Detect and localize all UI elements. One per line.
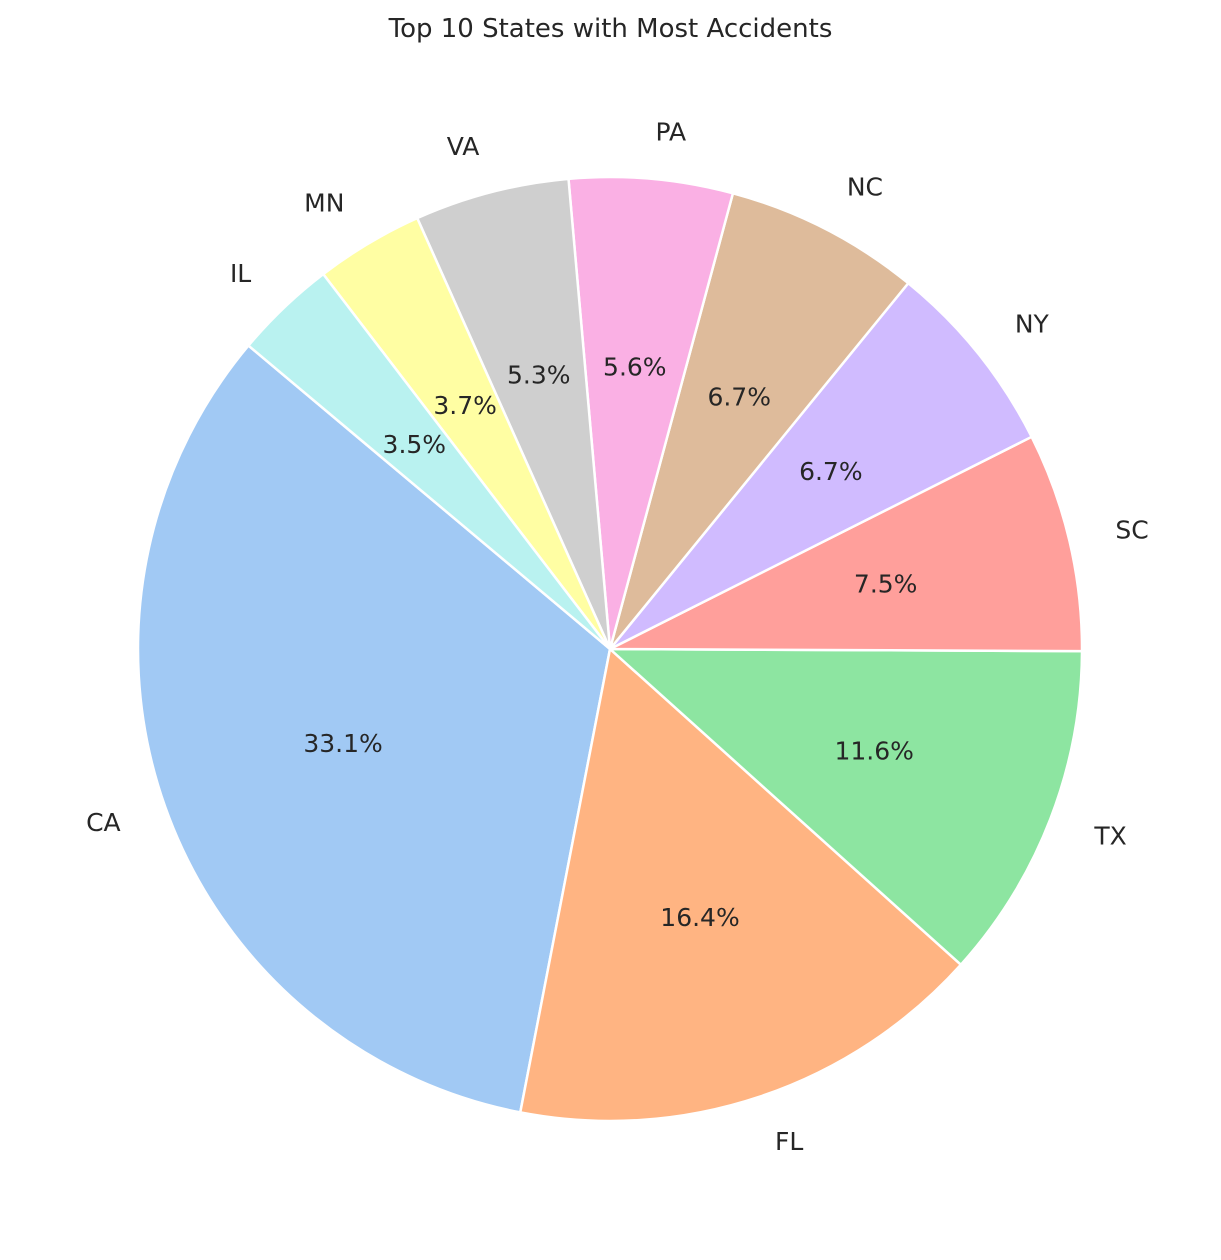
slice-label-fl: FL [775,1127,803,1156]
slice-label-nc: NC [847,172,883,201]
labels-layer: CA 33.1% FL 16.4% TX 11.6% SC 7.5% NY 6.7% NC 6.7% P… [86,117,1149,1155]
slice-label-mn: MN [304,188,344,217]
pie-slice-va [415,177,612,651]
pie-slice-pa [567,175,735,651]
pct-label-ny: 6.7% [799,457,863,486]
pct-label-va: 5.3% [507,360,571,389]
slice-label-ca: CA [86,808,121,837]
pct-label-pa: 5.6% [603,352,667,381]
slices-layer [136,175,1084,1123]
pct-label-tx: 11.6% [834,737,913,766]
pct-label-sc: 7.5% [854,570,918,599]
pie-slice-sc [608,435,1084,653]
pie-slice-nc [608,192,910,651]
pct-label-mn: 3.7% [433,391,497,420]
pct-label-ca: 33.1% [303,729,382,758]
chart-title: Top 10 States with Most Accidents [388,14,833,44]
slice-label-pa: PA [655,117,686,146]
pct-label-nc: 6.7% [707,382,771,411]
pie-slice-il [247,272,612,651]
pie-slice-ny [608,281,1033,651]
pct-label-il: 3.5% [383,430,447,459]
slice-label-il: IL [230,259,251,288]
pie-slice-tx [608,647,1084,966]
pie-slice-ca [136,344,612,1114]
slice-label-va: VA [447,132,480,161]
slice-label-ny: NY [1015,309,1050,338]
slice-label-tx: TX [1093,822,1126,851]
slice-label-sc: SC [1115,516,1148,545]
pct-label-fl: 16.4% [660,903,739,932]
pie-slice-fl [519,647,963,1123]
